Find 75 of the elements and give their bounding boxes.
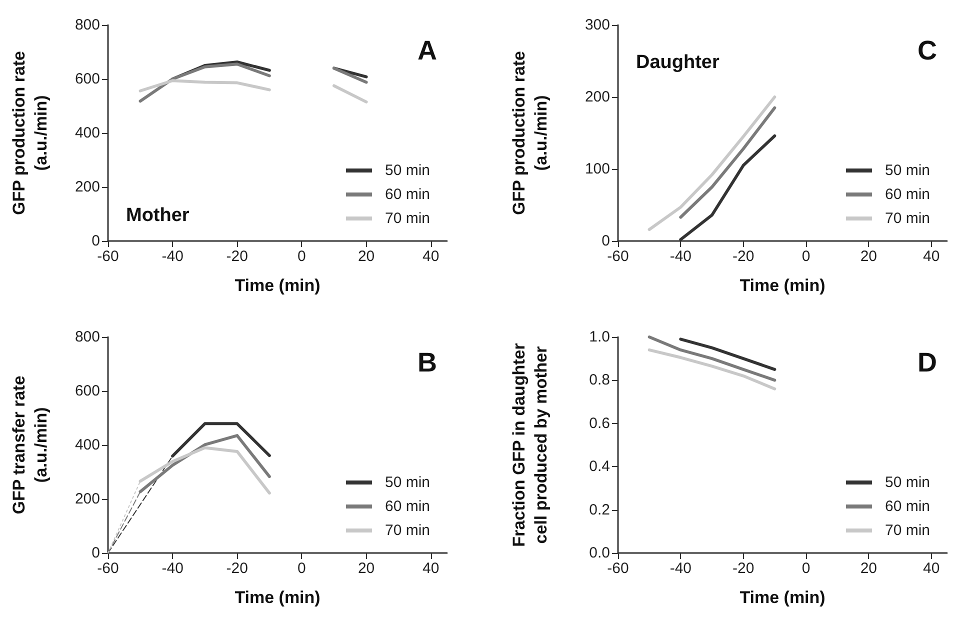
line-series (679, 338, 776, 371)
x-tick-label: -60 (607, 560, 629, 577)
y-tick-label: 600 (74, 382, 100, 400)
y-tick-label: 0.0 (589, 544, 610, 562)
x-tick-label: -60 (607, 248, 629, 265)
y-tick-label: 0.4 (589, 458, 610, 476)
y-axis-title: GFP transfer rate (a.u./min) (10, 376, 50, 514)
legend-label: 50 min (884, 162, 930, 179)
legend-label: 70 min (384, 522, 430, 539)
line-series (648, 336, 776, 382)
y-tick-label: 0 (92, 544, 100, 562)
x-tick-label: 20 (358, 248, 375, 265)
x-tick-label: -40 (670, 248, 692, 265)
y-tick-label: 200 (74, 178, 100, 196)
legend-label: 50 min (884, 474, 930, 491)
x-tick-label: -40 (162, 560, 184, 577)
y-tick-label: 1.0 (589, 328, 610, 346)
annotation: Daughter (636, 52, 720, 73)
annotation: C (918, 36, 937, 66)
y-tick-label: 800 (74, 328, 100, 346)
line-series (679, 106, 776, 219)
line-series (648, 348, 776, 390)
x-tick-label: 0 (298, 248, 306, 265)
y-tick-label: 0.6 (589, 414, 610, 432)
x-axis-title: Time (min) (234, 276, 320, 295)
legend-label: 50 min (384, 162, 430, 179)
y-tick-label: 200 (74, 490, 100, 508)
y-tick-label: 400 (74, 124, 100, 142)
y-tick-label: 0 (602, 232, 610, 250)
x-axis-title: Time (min) (234, 588, 320, 607)
y-tick-label: 100 (584, 160, 610, 178)
x-axis-title: Time (min) (740, 276, 826, 295)
y-tick-label: 800 (74, 16, 100, 34)
x-tick-label: 40 (922, 248, 940, 265)
x-tick-label: -20 (732, 560, 754, 577)
x-tick-label: -60 (97, 560, 119, 577)
x-axis-title: Time (min) (740, 588, 826, 607)
y-axis-title: GFP production rate (a.u./min) (510, 50, 550, 216)
line-series (648, 96, 776, 231)
y-tick-label: 300 (584, 16, 610, 34)
x-tick-label: 20 (358, 560, 375, 577)
y-axis-title: Fraction GFP in daughter cell produced by mother (510, 342, 550, 547)
y-axis-title: GFP production rate (a.u./min) (10, 50, 50, 216)
y-tick-label: 0.8 (589, 372, 610, 389)
y-tick-label: 0.2 (589, 501, 610, 518)
x-tick-label: 0 (802, 560, 810, 577)
legend-label: 60 min (384, 186, 430, 203)
x-tick-label: -60 (97, 248, 119, 265)
annotation: B (418, 348, 437, 378)
x-tick-label: -40 (162, 248, 184, 265)
annotation: Mother (126, 205, 190, 226)
x-tick-label: 40 (922, 560, 940, 577)
legend-label: 70 min (884, 522, 930, 539)
x-tick-label: -40 (670, 560, 692, 577)
x-tick-label: 40 (422, 560, 440, 577)
x-tick-label: 0 (298, 560, 306, 577)
x-tick-label: -20 (226, 248, 248, 265)
x-tick-label: 40 (422, 248, 440, 265)
y-tick-label: 400 (74, 436, 100, 454)
x-tick-label: -20 (226, 560, 248, 577)
x-tick-label: -20 (732, 248, 754, 265)
legend-label: 50 min (384, 474, 430, 491)
legend-label: 60 min (384, 498, 430, 515)
annotation: A (418, 36, 437, 66)
legend-label: 60 min (884, 498, 930, 515)
x-tick-label: 20 (860, 560, 878, 577)
legend-label: 60 min (884, 186, 930, 203)
y-tick-label: 600 (74, 70, 100, 88)
annotation: D (918, 348, 937, 378)
x-tick-label: 20 (860, 248, 878, 265)
legend-label: 70 min (384, 210, 430, 227)
y-tick-label: 200 (584, 88, 610, 106)
legend-label: 70 min (884, 210, 930, 227)
x-tick-label: 0 (802, 248, 810, 265)
y-tick-label: 0 (92, 232, 100, 250)
